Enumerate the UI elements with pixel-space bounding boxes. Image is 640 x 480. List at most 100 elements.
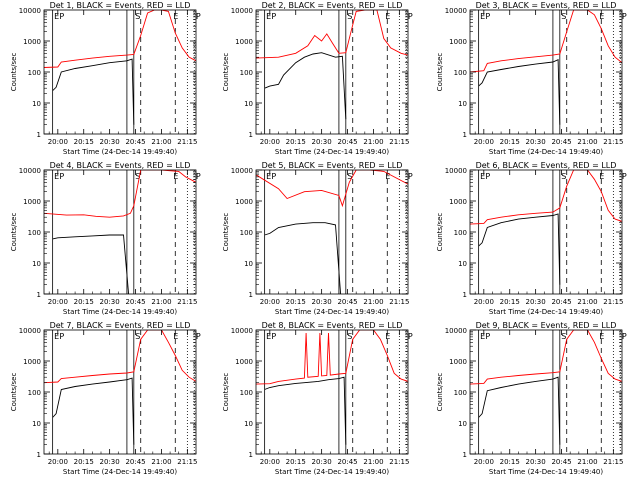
lld-series-line xyxy=(44,170,196,218)
phase-marker-label: P xyxy=(485,172,490,181)
y-axis-label: Counts/sec xyxy=(222,213,230,252)
phase-marker-label: S xyxy=(561,332,566,341)
panel-series xyxy=(44,10,196,125)
y-tick-label: 1000 xyxy=(235,358,253,366)
x-tick-label: 20:00 xyxy=(260,458,280,466)
x-tick-label: 20:45 xyxy=(125,298,145,306)
x-tick-label: 21:00 xyxy=(151,298,171,306)
events-series-line xyxy=(478,376,561,445)
phase-marker-label: S xyxy=(135,12,140,21)
y-tick-label: 100 xyxy=(454,389,467,397)
panel-title: Det 7, BLACK = Events, RED = LLD xyxy=(50,321,191,330)
x-tick-label: 20:30 xyxy=(526,458,546,466)
phase-marker-label: S xyxy=(135,172,140,181)
x-tick-label: 20:30 xyxy=(100,298,120,306)
phase-marker-label: E xyxy=(480,12,485,21)
phase-marker-label: P xyxy=(59,172,64,181)
x-axis-label: Start Time (24-Dec-14 19:49:40) xyxy=(275,148,389,156)
x-tick-label: 20:00 xyxy=(474,138,494,146)
y-tick-label: 1000 xyxy=(449,198,467,206)
panel-series xyxy=(256,330,408,445)
x-tick-label: 21:00 xyxy=(577,298,597,306)
events-series-line xyxy=(52,58,135,125)
y-tick-label: 1 xyxy=(249,131,253,139)
x-tick-label: 20:15 xyxy=(500,138,520,146)
y-tick-label: 10000 xyxy=(231,167,253,175)
y-tick-label: 100 xyxy=(28,389,41,397)
x-tick-label: 20:45 xyxy=(125,138,145,146)
y-tick-label: 10 xyxy=(458,100,467,108)
x-tick-label: 20:00 xyxy=(474,298,494,306)
panel-frame xyxy=(43,329,197,455)
x-tick-label: 20:15 xyxy=(74,298,94,306)
y-tick-label: 10000 xyxy=(445,167,467,175)
phase-marker-label: E xyxy=(599,332,604,341)
x-tick-label: 21:00 xyxy=(363,298,383,306)
y-axis-label: Counts/sec xyxy=(10,53,18,92)
y-axis-label: Counts/sec xyxy=(436,53,444,92)
x-tick-label: 20:30 xyxy=(100,458,120,466)
lld-series-line xyxy=(470,10,622,73)
y-tick-label: 1000 xyxy=(449,38,467,46)
panel-series xyxy=(470,330,622,445)
y-tick-label: 1000 xyxy=(23,38,41,46)
panel-title: Det 5, BLACK = Events, RED = LLD xyxy=(262,161,403,170)
x-tick-label: 20:15 xyxy=(286,298,306,306)
phase-marker-label: E xyxy=(266,12,271,21)
x-tick-label: 20:45 xyxy=(337,458,357,466)
phase-marker-label: P xyxy=(485,12,490,21)
x-axis-label: Start Time (24-Dec-14 19:49:40) xyxy=(489,468,603,476)
y-tick-label: 1 xyxy=(249,291,253,299)
y-tick-label: 1000 xyxy=(235,198,253,206)
panel-title: Det 8, BLACK = Events, RED = LLD xyxy=(262,321,403,330)
events-series-line xyxy=(52,377,135,445)
phase-marker-label: E xyxy=(54,12,59,21)
phase-marker-label: E xyxy=(54,172,59,181)
panel-series xyxy=(470,10,622,125)
phase-marker-label: P xyxy=(196,12,201,21)
phase-marker-label: P xyxy=(59,332,64,341)
y-tick-label: 1 xyxy=(37,291,41,299)
phase-marker-label: E xyxy=(54,332,59,341)
phase-marker-label: E xyxy=(266,332,271,341)
x-tick-label: 20:30 xyxy=(312,458,332,466)
panel-frame xyxy=(255,329,409,455)
phase-marker-label: P xyxy=(271,172,276,181)
lld-series-line xyxy=(256,10,408,59)
x-tick-label: 20:45 xyxy=(551,138,571,146)
x-tick-label: 20:30 xyxy=(100,138,120,146)
y-axis-label: Counts/sec xyxy=(222,373,230,412)
y-tick-label: 1000 xyxy=(235,38,253,46)
x-tick-label: 20:00 xyxy=(48,298,68,306)
x-tick-label: 20:45 xyxy=(551,458,571,466)
y-tick-label: 10000 xyxy=(231,7,253,15)
phase-marker-label: S xyxy=(561,172,566,181)
events-series-line xyxy=(478,213,561,285)
lld-series-line xyxy=(256,330,408,385)
x-tick-label: 20:00 xyxy=(474,458,494,466)
y-axis-label: Counts/sec xyxy=(10,373,18,412)
y-tick-label: 1 xyxy=(463,131,467,139)
y-tick-label: 100 xyxy=(240,229,253,237)
y-tick-label: 10000 xyxy=(231,327,253,335)
phase-marker-label: P xyxy=(59,12,64,21)
panel-title: Det 4, BLACK = Events, RED = LLD xyxy=(50,161,191,170)
lld-series-line xyxy=(470,170,622,225)
phase-marker-label: P xyxy=(271,332,276,341)
x-tick-label: 20:30 xyxy=(526,298,546,306)
y-tick-label: 100 xyxy=(454,69,467,77)
phase-marker-label: E xyxy=(480,332,485,341)
panel-frame xyxy=(43,9,197,135)
phase-marker-label: E xyxy=(599,172,604,181)
x-tick-label: 20:15 xyxy=(74,138,94,146)
phase-marker-label: P xyxy=(408,172,413,181)
phase-marker-label: P xyxy=(622,332,627,341)
x-tick-label: 20:00 xyxy=(260,298,280,306)
x-axis-label: Start Time (24-Dec-14 19:49:40) xyxy=(489,308,603,316)
